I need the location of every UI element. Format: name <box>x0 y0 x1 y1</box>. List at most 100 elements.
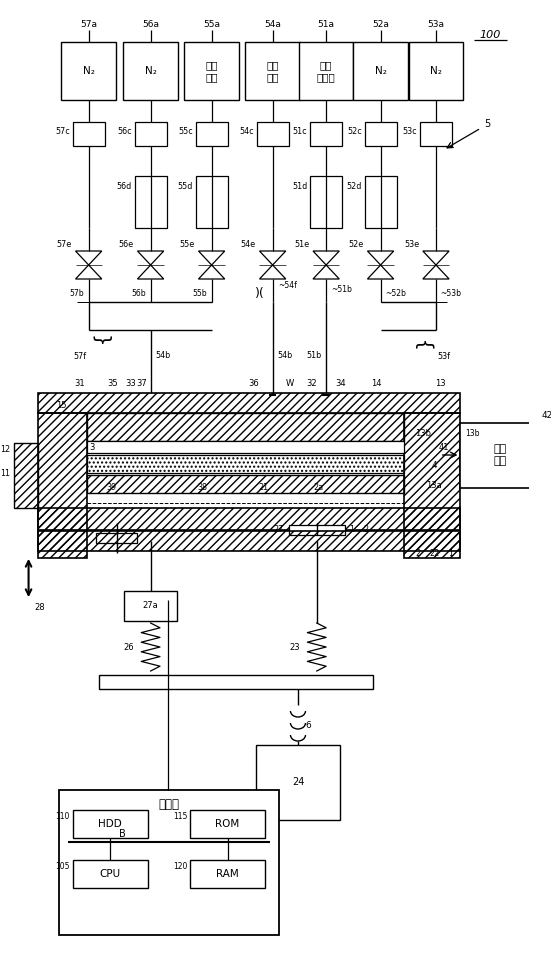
Text: 2a: 2a <box>314 483 323 491</box>
Text: 36: 36 <box>249 379 259 388</box>
Text: 42: 42 <box>542 411 551 420</box>
Text: 52a: 52a <box>372 19 389 28</box>
Text: 57c: 57c <box>55 127 70 136</box>
Polygon shape <box>260 251 286 265</box>
Text: 56a: 56a <box>142 19 159 28</box>
Bar <box>409 42 463 100</box>
Text: 53f: 53f <box>438 352 451 361</box>
Text: 56b: 56b <box>131 290 146 298</box>
Text: 1: 1 <box>349 525 355 535</box>
Text: 12: 12 <box>0 446 10 454</box>
Text: プリ
カーサ: プリ カーサ <box>317 60 336 81</box>
Text: 51c: 51c <box>293 127 307 136</box>
Bar <box>73 860 148 888</box>
Text: 26: 26 <box>123 642 134 651</box>
Bar <box>190 860 265 888</box>
Bar <box>299 42 353 100</box>
Text: 3: 3 <box>90 444 95 453</box>
Bar <box>289 525 345 535</box>
Bar <box>38 393 461 413</box>
Polygon shape <box>75 251 102 265</box>
Text: 51e: 51e <box>294 240 309 249</box>
Text: 11: 11 <box>0 468 10 478</box>
Bar <box>61 42 116 100</box>
Text: HDD: HDD <box>99 819 122 829</box>
Bar <box>38 413 87 558</box>
Text: 2: 2 <box>415 548 421 557</box>
Text: 57f: 57f <box>74 352 87 361</box>
Text: 4: 4 <box>431 460 437 470</box>
Polygon shape <box>423 251 449 265</box>
Text: 2: 2 <box>364 525 369 535</box>
Bar <box>190 810 265 838</box>
Bar <box>99 675 373 689</box>
Bar <box>87 413 404 441</box>
Text: ~54f: ~54f <box>278 281 297 290</box>
Bar <box>365 122 397 146</box>
Bar <box>404 413 461 558</box>
Text: 120: 120 <box>173 862 187 871</box>
Bar <box>134 176 166 228</box>
Text: N₂: N₂ <box>375 66 386 76</box>
Polygon shape <box>423 265 449 279</box>
Text: ~53b: ~53b <box>441 290 462 298</box>
Text: 27a: 27a <box>143 602 159 610</box>
Bar <box>310 176 342 228</box>
Polygon shape <box>198 251 225 265</box>
Bar <box>14 443 38 508</box>
Bar <box>87 475 404 493</box>
Text: 56e: 56e <box>118 240 134 249</box>
Text: 制御部: 制御部 <box>158 797 179 810</box>
Bar <box>38 531 461 551</box>
Text: 22: 22 <box>429 548 439 557</box>
Text: CPU: CPU <box>100 869 121 879</box>
Polygon shape <box>260 265 286 279</box>
Text: 38: 38 <box>197 483 207 491</box>
Bar <box>134 122 166 146</box>
Polygon shape <box>75 265 102 279</box>
Bar <box>365 176 397 228</box>
Polygon shape <box>137 251 164 265</box>
Text: 52d: 52d <box>347 182 362 191</box>
Text: ~51b: ~51b <box>331 285 352 294</box>
Text: 37: 37 <box>136 379 147 388</box>
Text: 53e: 53e <box>404 240 419 249</box>
Text: 51d: 51d <box>292 182 307 191</box>
Bar <box>125 591 177 621</box>
Bar <box>185 42 239 100</box>
Polygon shape <box>368 251 394 265</box>
Text: 5: 5 <box>484 119 491 129</box>
Text: 13: 13 <box>435 379 446 388</box>
Text: RAM: RAM <box>216 869 239 879</box>
Text: 110: 110 <box>56 812 70 821</box>
Text: 55c: 55c <box>178 127 193 136</box>
Text: N₂: N₂ <box>430 66 442 76</box>
Text: 13b: 13b <box>415 428 431 437</box>
Text: 還元
ガス: 還元 ガス <box>206 60 218 81</box>
Text: 100: 100 <box>480 30 501 40</box>
Text: 排気
機構: 排気 機構 <box>493 444 506 466</box>
Text: 105: 105 <box>55 862 70 871</box>
Text: 32: 32 <box>307 379 317 388</box>
Text: 57a: 57a <box>80 19 97 28</box>
Bar <box>87 455 404 473</box>
Polygon shape <box>313 265 339 279</box>
Bar <box>73 122 105 146</box>
Text: 115: 115 <box>173 812 187 821</box>
Text: 24: 24 <box>292 777 304 787</box>
Text: 15: 15 <box>56 400 67 410</box>
Bar <box>257 122 289 146</box>
Text: 21: 21 <box>258 483 268 491</box>
Text: 1: 1 <box>449 548 453 557</box>
Bar <box>461 423 540 488</box>
Text: 33: 33 <box>126 379 136 388</box>
Text: }: } <box>414 335 433 348</box>
Text: 41: 41 <box>439 443 449 452</box>
Text: 55e: 55e <box>180 240 195 249</box>
Text: 27: 27 <box>274 525 284 535</box>
Text: 57e: 57e <box>57 240 72 249</box>
Text: 54e: 54e <box>241 240 256 249</box>
Bar <box>73 810 148 838</box>
Text: 56c: 56c <box>117 127 132 136</box>
Bar <box>256 745 340 820</box>
